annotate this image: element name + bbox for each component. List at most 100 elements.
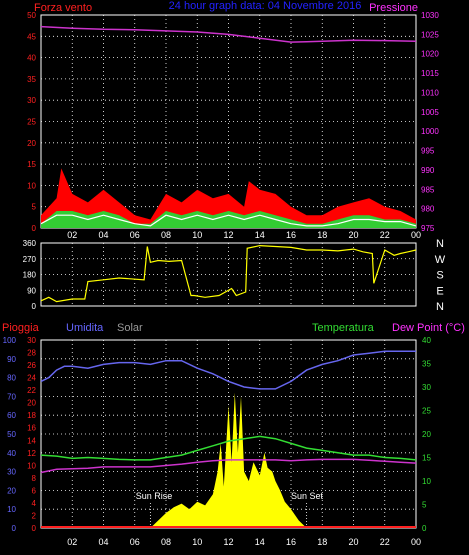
rain-tick-label: 18 [27,411,36,420]
x-tick-label: 18 [317,230,327,240]
rain-tick-label: 30 [27,336,36,345]
pressure-tick-label: 985 [421,185,435,194]
rain-tick-label: 6 [32,486,37,495]
pressure-axis-label: Pressione [369,2,418,14]
sunrise-annotation: Sun Rise [136,491,173,501]
wind-speed-tick-label: 30 [27,96,36,105]
wind-speed-tick-label: 20 [27,139,36,148]
x-tick-label: 22 [380,537,390,547]
wind-direction-line [40,244,417,303]
wind-direction-tick-label: 0 [32,302,37,311]
dewpoint-line [40,458,417,474]
wind-speed-tick-label: 10 [27,181,36,190]
wind-speed-tick-label: 25 [27,118,36,127]
compass-label: E [436,285,443,297]
wind-direction-tick-label: 90 [27,286,36,295]
pressure-tick-label: 1025 [421,30,439,39]
rain-tick-label: 26 [27,361,36,370]
wind-speed-tick-label: 50 [27,11,36,20]
pressure-tick-label: 980 [421,205,435,214]
compass-label: N [436,238,444,250]
x-tick-label: 10 [192,230,202,240]
wind-direction-tick-label: 180 [23,271,37,280]
humidity-tick-label: 70 [7,392,16,401]
temperature-tick-label: 30 [422,383,431,392]
humidity-line [40,350,416,390]
pressure-tick-label: 1030 [421,11,439,20]
humidity-tick-label: 80 [7,374,16,383]
x-tick-label: 12 [223,230,233,240]
x-tick-label: 14 [255,230,265,240]
pressure-tick-label: 1020 [421,50,439,59]
rain-tick-label: 10 [27,461,36,470]
rain-tick-label: 20 [27,399,36,408]
rain-tick-label: 28 [27,349,36,358]
wind-speed-tick-label: 0 [32,224,37,233]
rain-axis-label: Pioggia [2,322,40,334]
pressure-tick-label: 995 [421,147,435,156]
x-tick-label: 10 [192,537,202,547]
humidity-tick-label: 90 [7,355,16,364]
compass-label: S [436,270,443,282]
compass-label: N [436,301,444,313]
solar-axis-label: Solar [117,322,143,334]
temperature-tick-label: 15 [422,454,431,463]
rain-tick-label: 0 [32,524,37,533]
temperature-tick-label: 40 [422,336,431,345]
x-tick-label: 04 [98,230,108,240]
pressure-tick-label: 990 [421,166,435,175]
rain-tick-label: 22 [27,386,36,395]
humidity-tick-label: 0 [12,524,17,533]
x-tick-label: 14 [255,537,265,547]
wind-gust-area [41,168,416,228]
wind-direction-tick-label: 360 [23,239,37,248]
x-tick-label: 06 [130,537,140,547]
pressure-tick-label: 1010 [421,88,439,97]
humidity-tick-label: 40 [7,449,16,458]
pressure-tick-label: 975 [421,224,435,233]
rain-tick-label: 24 [27,374,36,383]
wind-speed-tick-label: 40 [27,54,36,63]
pressure-tick-label: 1005 [421,108,439,117]
rain-tick-label: 12 [27,449,36,458]
humidity-tick-label: 50 [7,430,16,439]
wind-speed-tick-label: 35 [27,75,36,84]
rain-tick-label: 4 [32,499,37,508]
temperature-axis-label: Temperatura [312,322,375,334]
temperature-tick-label: 0 [422,524,427,533]
x-tick-label: 22 [380,230,390,240]
x-tick-label: 08 [161,537,171,547]
humidity-axis-label: Umidita [66,322,104,334]
x-tick-label: 08 [161,230,171,240]
x-tick-label: 00 [411,230,421,240]
wind-direction-tick-label: 270 [23,255,37,264]
sunset-annotation: Sun Set [291,491,324,501]
rain-tick-label: 2 [32,511,37,520]
wind-speed-tick-label: 15 [27,160,36,169]
x-tick-label: 06 [130,230,140,240]
humidity-temperature-chart: Pioggia Umidita Solar Temperatura Dew Po… [2,322,465,547]
x-tick-label: 12 [223,537,233,547]
wind-average-line [40,214,417,227]
rain-tick-label: 8 [32,474,37,483]
temperature-tick-label: 25 [422,407,431,416]
pressure-line [40,25,417,43]
humidity-tick-label: 100 [3,336,17,345]
wind-speed-tick-label: 45 [27,32,36,41]
x-tick-label: 16 [286,230,296,240]
humidity-tick-label: 10 [7,505,16,514]
humidity-tick-label: 20 [7,486,16,495]
pressure-tick-label: 1000 [421,127,439,136]
wind-pressure-chart: Forza vento 24 hour graph data: 04 Novem… [27,0,439,240]
x-tick-label: 16 [286,537,296,547]
x-tick-label: 02 [67,537,77,547]
temperature-tick-label: 10 [422,477,431,486]
chart-title: 24 hour graph data: 04 Novembre 2016 [169,0,362,12]
x-tick-label: 00 [411,537,421,547]
humidity-tick-label: 60 [7,411,16,420]
x-tick-label: 20 [348,230,358,240]
temperature-line [40,435,417,461]
temperature-tick-label: 35 [422,360,431,369]
